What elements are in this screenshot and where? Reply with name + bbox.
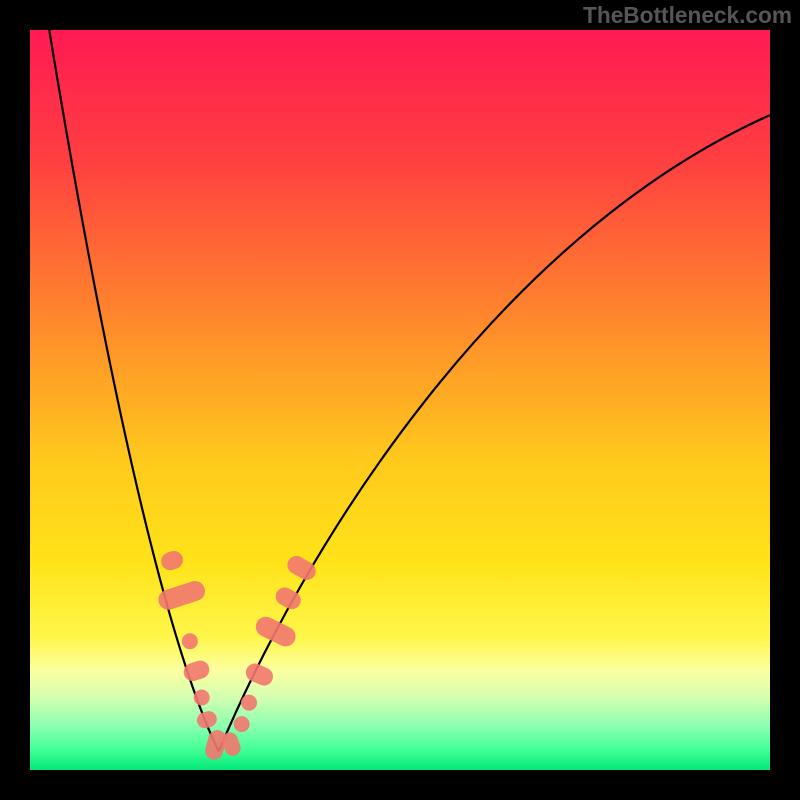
- marker-dot: [241, 695, 257, 711]
- chart-root: TheBottleneck.com: [0, 0, 800, 800]
- chart-svg: [30, 30, 770, 770]
- marker-dot: [234, 716, 250, 732]
- marker-dot: [194, 689, 210, 705]
- plot-area: [30, 30, 770, 770]
- watermark-text: TheBottleneck.com: [583, 2, 792, 29]
- marker-dot: [182, 633, 198, 649]
- gradient-background: [30, 30, 770, 770]
